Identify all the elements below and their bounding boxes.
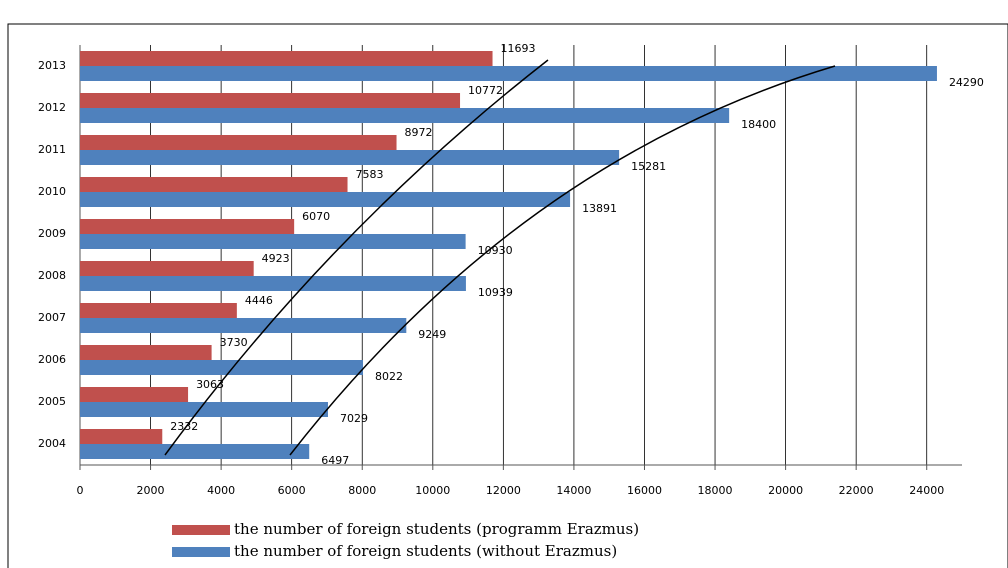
value-label: 6497 xyxy=(321,454,349,467)
y-tick-label: 2010 xyxy=(38,185,66,198)
bar xyxy=(80,387,189,402)
x-tick-label: 4000 xyxy=(207,484,235,497)
value-label: 4923 xyxy=(262,252,290,265)
bar xyxy=(80,51,493,66)
bar xyxy=(80,234,466,249)
value-label: 7029 xyxy=(340,412,368,425)
bar xyxy=(80,66,937,81)
y-tick-label: 2013 xyxy=(38,59,66,72)
y-tick-label: 2007 xyxy=(38,311,66,324)
bar xyxy=(80,177,348,192)
x-tick-label: 20000 xyxy=(768,484,803,497)
value-label: 11693 xyxy=(501,42,536,55)
bar xyxy=(80,192,571,207)
value-label: 6070 xyxy=(302,210,330,223)
y-tick-label: 2004 xyxy=(38,437,66,450)
bar xyxy=(80,93,461,108)
value-label: 24290 xyxy=(949,76,984,89)
legend-swatch xyxy=(172,547,230,557)
bar xyxy=(80,150,620,165)
x-tick-label: 18000 xyxy=(698,484,733,497)
bar xyxy=(80,108,730,123)
x-tick-label: 22000 xyxy=(839,484,874,497)
value-label: 9249 xyxy=(418,328,446,341)
bar xyxy=(80,360,364,375)
bar xyxy=(80,276,466,291)
legend-label: the number of foreign students (programm… xyxy=(234,520,639,538)
y-tick-label: 2005 xyxy=(38,395,66,408)
y-tick-label: 2008 xyxy=(38,269,66,282)
labels: 0 2000 4000 6000 8000 10000 12000 14000 16000 180… xyxy=(38,42,984,560)
trend-curve xyxy=(289,65,836,456)
legend-label: the number of foreign students (without … xyxy=(234,542,617,560)
y-tick-label: 2011 xyxy=(38,143,66,156)
y-tick-label: 2012 xyxy=(38,101,66,114)
bar xyxy=(80,261,254,276)
y-tick-label: 2009 xyxy=(38,227,66,240)
value-label: 3730 xyxy=(220,336,248,349)
value-label: 10772 xyxy=(468,84,503,97)
x-tick-label: 12000 xyxy=(486,484,521,497)
value-label: 8022 xyxy=(375,370,403,383)
x-tick-label: 24000 xyxy=(909,484,944,497)
value-label: 18400 xyxy=(741,118,776,131)
bar xyxy=(80,318,407,333)
x-tick-label: 2000 xyxy=(137,484,165,497)
bar xyxy=(80,444,310,459)
value-label: 10930 xyxy=(478,244,513,257)
value-label: 4446 xyxy=(245,294,273,307)
value-label: 2332 xyxy=(170,420,198,433)
bar xyxy=(80,135,397,150)
legend-swatch xyxy=(172,525,230,535)
x-tick-label: 16000 xyxy=(627,484,662,497)
value-label: 3063 xyxy=(196,378,224,391)
y-tick-label: 2006 xyxy=(38,353,66,366)
trend-curve xyxy=(164,59,549,456)
bar xyxy=(80,402,328,417)
value-label: 15281 xyxy=(631,160,666,173)
chart-frame xyxy=(7,23,1008,568)
bar xyxy=(80,219,295,234)
bar xyxy=(80,429,163,444)
bar xyxy=(80,303,237,318)
x-tick-label: 8000 xyxy=(348,484,376,497)
bar xyxy=(80,345,212,360)
value-label: 7583 xyxy=(356,168,384,181)
value-label: 10939 xyxy=(478,286,513,299)
x-tick-label: 0 xyxy=(77,484,84,497)
value-label: 13891 xyxy=(582,202,617,215)
value-label: 8972 xyxy=(405,126,433,139)
bars xyxy=(80,51,937,459)
x-tick-label: 6000 xyxy=(278,484,306,497)
x-tick-label: 14000 xyxy=(556,484,591,497)
x-tick-label: 10000 xyxy=(415,484,450,497)
